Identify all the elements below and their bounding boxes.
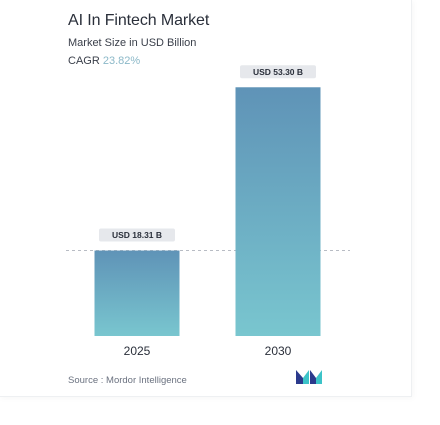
- cagr-line: CAGR 23.82%: [68, 55, 140, 67]
- data-label-bg-2030: [240, 65, 316, 79]
- x-tick-label-2025: 2025: [124, 344, 151, 358]
- source-name: Mordor Intelligence: [106, 375, 187, 386]
- data-label-2030: USD 53.30 B: [253, 67, 303, 77]
- chart-title: AI In Fintech Market: [68, 12, 210, 29]
- cagr-label: CAGR: [68, 55, 100, 67]
- bar-2030: [235, 87, 321, 337]
- bar-chart: USD 18.31 B 2025 USD 53.30 B 2030: [66, 65, 350, 358]
- data-label-bg-2025: [99, 228, 175, 242]
- data-label-2025: USD 18.31 B: [112, 230, 162, 240]
- chart-marks-layer: USD 18.31 B 2025 USD 53.30 B 2030: [66, 65, 350, 358]
- chart-card: AI In Fintech Market Market Size in USD …: [0, 0, 412, 397]
- source-label: Source :: [68, 375, 104, 386]
- chart-subtitle: Market Size in USD Billion: [68, 37, 197, 49]
- bar-2025: [94, 250, 180, 336]
- source-line: Source : Mordor Intelligence: [68, 375, 187, 386]
- x-tick-label-2030: 2030: [265, 344, 292, 358]
- cagr-value: 23.82%: [102, 55, 141, 67]
- mordor-intelligence-logo-icon: [296, 370, 322, 384]
